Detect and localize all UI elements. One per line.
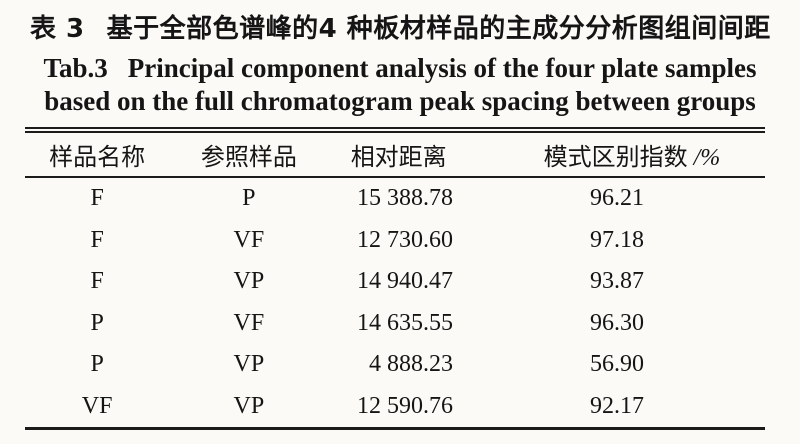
caption-line-english-2: based on the full chromatogram peak spac… (44, 86, 756, 116)
caption-label-cn: 表 3 (30, 14, 85, 44)
caption-line-chinese: 表 3 基于全部色谱峰的4 种板材样品的主成分分析图组间间距 (30, 12, 790, 46)
column-header-relative-distance: 相对距离 (350, 145, 447, 171)
caption-title-cn: 基于全部色谱峰的4 种板材样品的主成分分析图组间间距 (106, 14, 771, 44)
cell-pattern-index: 56.90 (589, 351, 644, 378)
cell-pattern-index: 96.30 (589, 309, 644, 336)
cell-pattern-index: 96.21 (589, 185, 644, 212)
cell-reference-sample: VP (233, 268, 265, 295)
caption-line-english-1: Tab.3 Principal component analysis of the… (0, 52, 800, 84)
table-header-row: 样品名称 参照样品 相对距离 模式区别指数/% (25, 133, 765, 176)
cell-relative-distance: 15 388.78 (356, 185, 453, 212)
cell-reference-sample: VF (233, 309, 265, 336)
column-header-pattern-index-unit: /% (693, 145, 721, 171)
caption-label-en: Tab.3 (43, 53, 108, 83)
cell-reference-sample: P (242, 185, 256, 212)
cell-sample-name: F (90, 268, 104, 295)
cell-pattern-index: 97.18 (589, 226, 644, 253)
cell-sample-name: P (90, 309, 104, 336)
table-row: P VP 4 888.23 56.90 (25, 344, 765, 386)
cell-relative-distance: 12 730.60 (356, 226, 453, 253)
column-header-reference-sample: 参照样品 (200, 145, 297, 171)
column-header-sample-name: 样品名称 (49, 145, 146, 171)
cell-sample-name: P (90, 351, 104, 378)
cell-reference-sample: VP (233, 392, 265, 419)
table-row: F P 15 388.78 96.21 (25, 178, 765, 220)
table-top-rule (25, 127, 765, 133)
caption-title-en: Principal component analysis of the four… (127, 53, 757, 83)
table-header-rule (25, 176, 765, 178)
cell-relative-distance: 12 590.76 (356, 392, 453, 419)
table-row: F VP 14 940.47 93.87 (25, 261, 765, 303)
table-row: P VF 14 635.55 96.30 (25, 303, 765, 345)
cell-sample-name: VF (81, 392, 113, 419)
column-header-pattern-index-label: 模式区别指数 (543, 145, 688, 171)
data-table: 样品名称 参照样品 相对距离 模式区别指数/% F P 15 388.78 96… (25, 127, 765, 430)
cell-relative-distance: 4 888.23 (368, 351, 453, 378)
column-header-pattern-discrimination-index: 模式区别指数/% (469, 137, 765, 172)
table-row: F VF 12 730.60 97.18 (25, 220, 765, 262)
cell-sample-name: F (90, 185, 104, 212)
table-bottom-rule (25, 427, 765, 430)
cell-reference-sample: VP (233, 351, 265, 378)
cell-pattern-index: 92.17 (589, 392, 644, 419)
cell-sample-name: F (90, 226, 104, 253)
table-row: VF VP 12 590.76 92.17 (25, 386, 765, 428)
table-body: F P 15 388.78 96.21 F VF 12 730.60 97.18… (25, 178, 765, 427)
cell-reference-sample: VF (233, 226, 265, 253)
cell-relative-distance: 14 635.55 (356, 309, 453, 336)
cell-pattern-index: 93.87 (589, 268, 644, 295)
cell-relative-distance: 14 940.47 (356, 268, 453, 295)
